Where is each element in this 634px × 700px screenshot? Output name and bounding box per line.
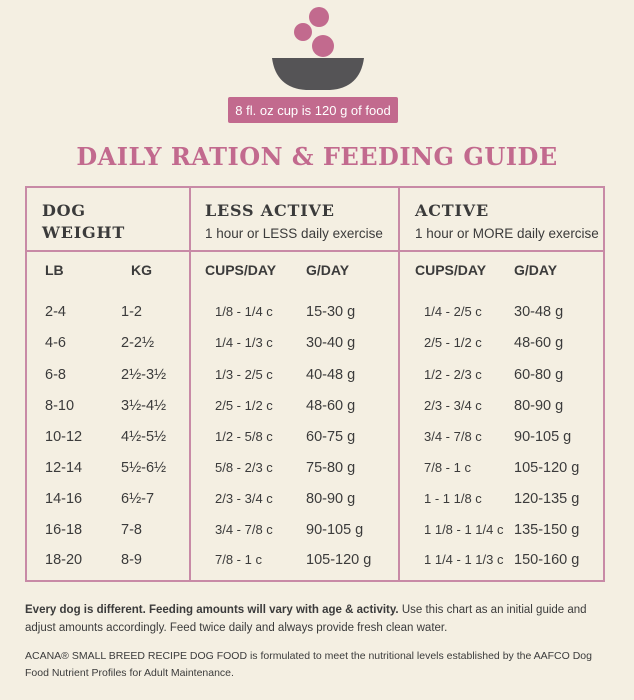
cell-less-active-cups: 2/5 - 1/2 c: [215, 398, 273, 413]
dog-weight-line1: DOG: [42, 201, 86, 220]
dog-weight-line2: WEIGHT: [42, 223, 126, 242]
cell-less-active-grams: 75-80 g: [306, 460, 356, 476]
cell-active-grams: 120-135 g: [514, 491, 580, 507]
cell-less-active-cups: 1/3 - 2/5 c: [215, 367, 273, 382]
cell-less-active-cups: 7/8 - 1 c: [215, 552, 262, 567]
cell-less-active-grams: 105-120 g: [306, 552, 372, 568]
cell-kg: 4½-5½: [121, 429, 167, 445]
cell-less-active-grams: 48-60 g: [306, 398, 356, 414]
table-divider: [189, 186, 191, 582]
cell-lb: 14-16: [45, 491, 83, 507]
cell-less-active-cups: 1/2 - 5/8 c: [215, 429, 273, 444]
feeding-note-rest: Use this chart as an initial guide and a…: [25, 604, 587, 634]
bowl-logo-icon: [272, 7, 364, 90]
cell-active-cups: 1/2 - 2/3 c: [424, 367, 482, 382]
cell-lb: 2-4: [45, 304, 66, 320]
cell-active-cups: 1/4 - 2/5 c: [424, 304, 482, 319]
cell-active-grams: 48-60 g: [514, 335, 564, 351]
cell-kg: 2½-3½: [121, 367, 167, 383]
cell-active-grams: 105-120 g: [514, 460, 580, 476]
cell-less-active-grams: 40-48 g: [306, 367, 356, 383]
column-header-kg: KG: [131, 262, 152, 278]
column-header-less-active-cups: CUPS/DAY: [205, 262, 277, 278]
cell-kg: 5½-6½: [121, 460, 167, 476]
cell-kg: 8-9: [121, 552, 142, 568]
less-active-heading: LESS ACTIVE: [205, 201, 335, 220]
cell-less-active-cups: 2/3 - 3/4 c: [215, 491, 273, 506]
cell-lb: 4-6: [45, 335, 66, 351]
cell-active-cups: 1 1/4 - 1 1/3 c: [424, 552, 504, 567]
column-header-lb: LB: [45, 262, 64, 278]
cell-lb: 12-14: [45, 460, 83, 476]
cell-less-active-grams: 30-40 g: [306, 335, 356, 351]
feeding-note-bold: Every dog is different. Feeding amounts …: [25, 604, 399, 616]
less-active-subtitle: 1 hour or LESS daily exercise: [205, 226, 383, 241]
cell-active-cups: 1 - 1 1/8 c: [424, 491, 482, 506]
active-heading: ACTIVE: [415, 201, 489, 220]
cell-lb: 10-12: [45, 429, 83, 445]
cell-less-active-cups: 3/4 - 7/8 c: [215, 522, 273, 537]
cell-active-cups: 7/8 - 1 c: [424, 460, 471, 475]
feeding-table-frame: [25, 186, 605, 582]
cell-less-active-cups: 1/4 - 1/3 c: [215, 335, 273, 350]
cell-lb: 6-8: [45, 367, 66, 383]
table-divider: [25, 250, 605, 252]
cup-size-banner: 8 fl. oz cup is 120 g of food: [228, 97, 398, 123]
bowl-icon: [272, 58, 364, 90]
page-title: DAILY RATION & FEEDING GUIDE: [76, 142, 558, 171]
column-header-active-cups: CUPS/DAY: [415, 262, 487, 278]
cell-kg: 3½-4½: [121, 398, 167, 414]
dog-weight-heading: DOG WEIGHT: [42, 200, 125, 244]
cell-kg: 1-2: [121, 304, 142, 320]
column-header-less-active-grams: G/DAY: [306, 262, 350, 278]
table-divider: [398, 186, 400, 582]
cell-lb: 16-18: [45, 522, 83, 538]
cell-less-active-cups: 5/8 - 2/3 c: [215, 460, 273, 475]
column-header-active-grams: G/DAY: [514, 262, 558, 278]
cell-less-active-grams: 80-90 g: [306, 491, 356, 507]
cell-active-cups: 3/4 - 7/8 c: [424, 429, 482, 444]
cell-active-cups: 2/5 - 1/2 c: [424, 335, 482, 350]
cell-active-cups: 2/3 - 3/4 c: [424, 398, 482, 413]
cell-active-grams: 80-90 g: [514, 398, 564, 414]
cell-active-grams: 30-48 g: [514, 304, 564, 320]
feeding-note: Every dog is different. Feeding amounts …: [25, 601, 615, 637]
cell-lb: 18-20: [45, 552, 83, 568]
cell-active-cups: 1 1/8 - 1 1/4 c: [424, 522, 504, 537]
cell-less-active-grams: 90-105 g: [306, 522, 364, 538]
cell-active-grams: 150-160 g: [514, 552, 580, 568]
cell-kg: 6½-7: [121, 491, 155, 507]
cell-active-grams: 90-105 g: [514, 429, 572, 445]
cell-active-grams: 135-150 g: [514, 522, 580, 538]
food-ball-icon: [312, 35, 334, 57]
cell-kg: 7-8: [121, 522, 142, 538]
cell-less-active-grams: 15-30 g: [306, 304, 356, 320]
cell-less-active-grams: 60-75 g: [306, 429, 356, 445]
cell-kg: 2-2½: [121, 335, 155, 351]
cell-lb: 8-10: [45, 398, 75, 414]
food-ball-icon: [309, 7, 329, 27]
cell-active-grams: 60-80 g: [514, 367, 564, 383]
food-ball-icon: [294, 23, 312, 41]
aafco-statement: ACANA® SMALL BREED RECIPE DOG FOOD is fo…: [25, 650, 592, 679]
cell-less-active-cups: 1/8 - 1/4 c: [215, 304, 273, 319]
active-subtitle: 1 hour or MORE daily exercise: [415, 226, 599, 241]
